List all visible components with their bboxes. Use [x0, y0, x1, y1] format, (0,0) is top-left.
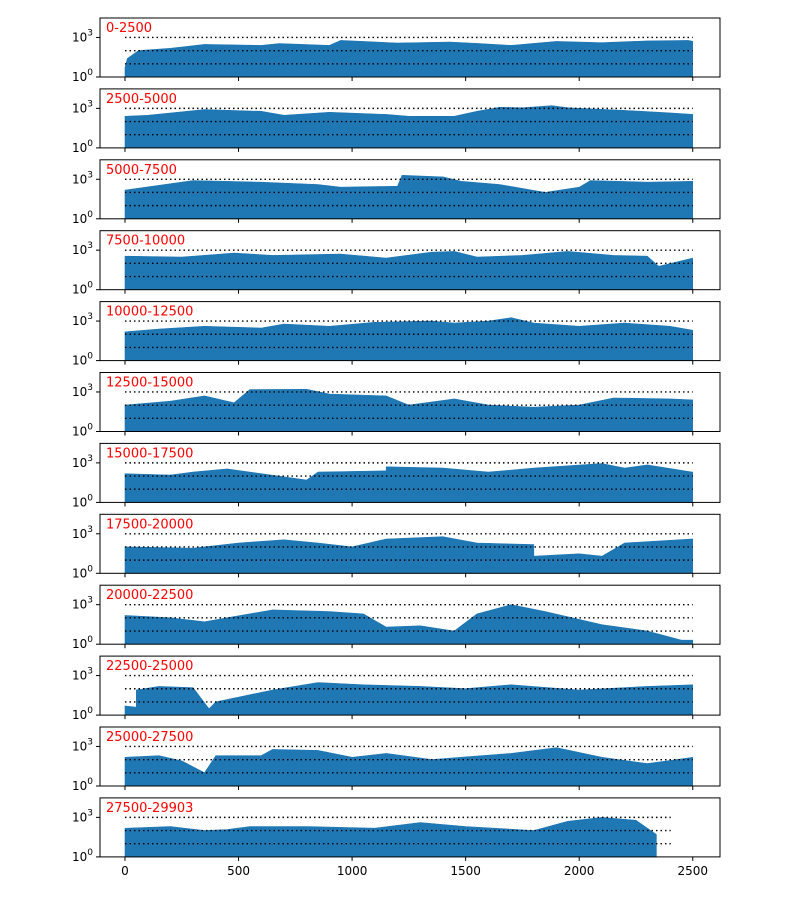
panel-label: 2500-5000: [106, 92, 177, 107]
panel-label: 20000-22500: [106, 588, 193, 603]
y-tick-label: 103: [72, 808, 93, 824]
y-tick-label: 103: [72, 241, 93, 257]
y-tick-label: 100: [72, 848, 93, 864]
panel-label: 7500-10000: [106, 234, 185, 249]
x-tick-label: 2000: [564, 864, 595, 878]
y-tick-label: 100: [72, 423, 93, 439]
y-tick-label: 103: [72, 454, 93, 470]
y-tick-label: 103: [72, 99, 93, 115]
axes-frame: [99, 442, 721, 503]
y-tick-label: 100: [72, 210, 93, 226]
y-tick-label: 100: [72, 139, 93, 155]
coverage-area: [124, 682, 693, 716]
coverage-area: [124, 817, 657, 858]
coverage-area: [124, 174, 693, 220]
y-tick-label: 103: [72, 596, 93, 612]
panel-9: 100 103 22500-25000: [72, 655, 721, 722]
panel-3: 100 103 7500-10000: [72, 230, 721, 297]
axes-frame: [99, 301, 721, 362]
axes-frame: [99, 159, 721, 220]
coverage-area: [124, 463, 693, 503]
axes-frame: [99, 655, 721, 716]
x-tick-label: 500: [227, 864, 250, 878]
y-tick-label: 100: [72, 706, 93, 722]
y-tick-label: 103: [72, 312, 93, 328]
panel-7: 100 103 17500-20000: [72, 513, 721, 580]
panel-label: 0-2500: [106, 21, 152, 36]
y-tick-label: 100: [72, 352, 93, 368]
y-tick-label: 103: [72, 737, 93, 753]
y-tick-label: 103: [72, 383, 93, 399]
axes-frame: [99, 513, 721, 574]
panel-10: 100 103 25000-27500: [72, 726, 721, 793]
panel-label: 12500-15000: [106, 376, 193, 391]
panel-label: 15000-17500: [106, 446, 193, 461]
axes-frame: [99, 17, 721, 78]
axes-frame: [99, 88, 721, 149]
axes-frame: [99, 230, 721, 291]
coverage-area: [124, 536, 693, 574]
axes-frame: [99, 584, 721, 645]
coverage-area: [124, 388, 693, 432]
y-tick-label: 100: [72, 68, 93, 84]
axes-frame: [99, 726, 721, 787]
panel-label: 10000-12500: [106, 305, 193, 320]
y-tick-label: 103: [72, 28, 93, 44]
panel-1: 100 103 2500-5000: [72, 88, 721, 155]
panel-0: 100 103 0-2500: [72, 17, 721, 84]
coverage-area: [124, 105, 693, 149]
coverage-area: [124, 251, 693, 290]
panel-label: 5000-7500: [106, 163, 177, 178]
y-tick-label: 100: [72, 777, 93, 793]
x-tick-label: 1500: [450, 864, 481, 878]
coverage-area: [124, 317, 693, 361]
panel-6: 100 103 15000-17500: [72, 442, 721, 509]
panel-5: 100 103 12500-15000: [72, 372, 721, 439]
y-tick-label: 100: [72, 493, 93, 509]
y-tick-label: 103: [72, 170, 93, 186]
coverage-area: [124, 40, 693, 78]
y-tick-label: 103: [72, 667, 93, 683]
panel-4: 100 103 10000-12500: [72, 301, 721, 368]
coverage-area: [124, 747, 693, 787]
panel-label: 22500-25000: [106, 659, 193, 674]
coverage-area: [124, 604, 693, 645]
x-tick-label: 0: [121, 864, 129, 878]
panel-label: 27500-29903: [106, 801, 193, 816]
y-tick-label: 103: [72, 525, 93, 541]
y-tick-label: 100: [72, 281, 93, 297]
panel-label: 25000-27500: [106, 730, 193, 745]
panel-11: 100 103 27500-29903 0 500 1000 1500 2000 2500: [72, 797, 721, 878]
x-tick-label: 2500: [677, 864, 708, 878]
panel-2: 100 103 5000-7500: [72, 159, 721, 226]
axes-frame: [99, 372, 721, 432]
panel-8: 100 103 20000-22500: [72, 584, 721, 651]
axes-frame: [99, 797, 721, 858]
x-tick-label: 1000: [337, 864, 368, 878]
y-tick-label: 100: [72, 635, 93, 651]
panel-label: 17500-20000: [106, 517, 193, 532]
y-tick-label: 100: [72, 564, 93, 580]
